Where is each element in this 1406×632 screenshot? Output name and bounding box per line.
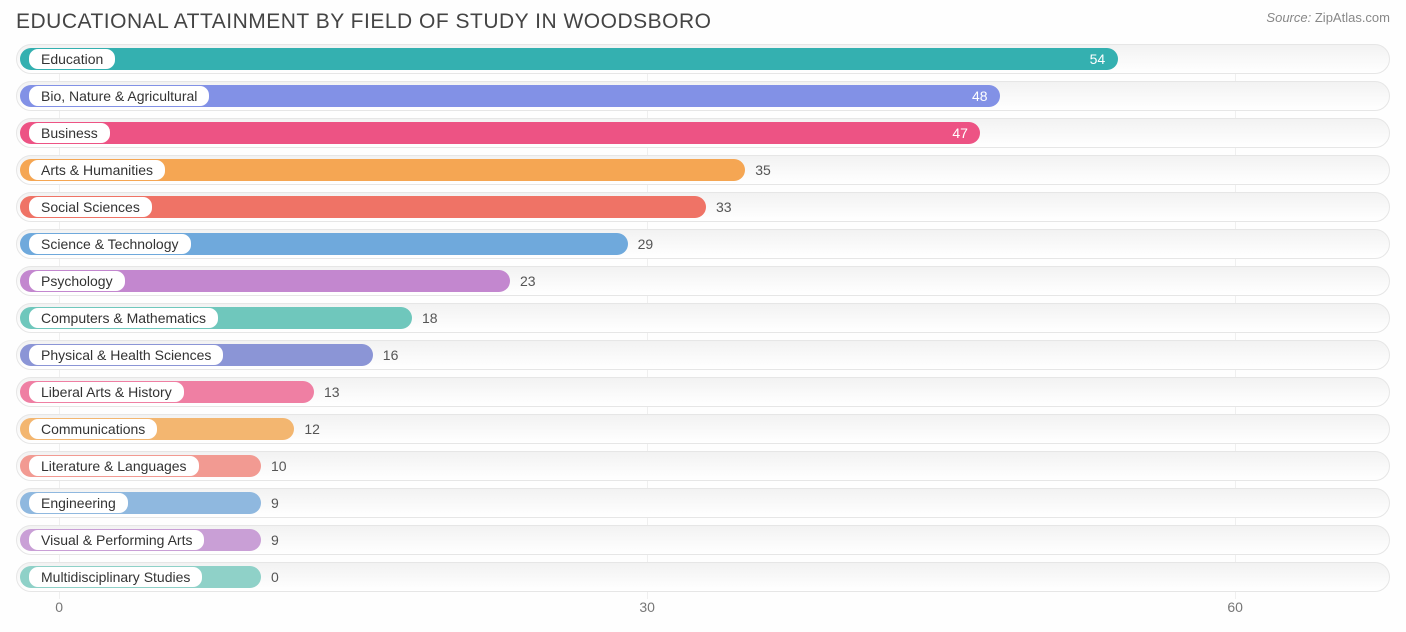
category-label: Psychology [28,270,126,292]
header: EDUCATIONAL ATTAINMENT BY FIELD OF STUDY… [16,10,1390,34]
bar-row: Business 47 [16,118,1390,148]
bar-fill [20,122,980,144]
source-label: Source: [1266,10,1311,25]
bar-row: Bio, Nature & Agricultural 48 [16,81,1390,111]
category-label: Bio, Nature & Agricultural [28,85,210,107]
category-label: Business [28,122,111,144]
x-axis: 0 30 60 [16,599,1390,629]
value-label: 23 [520,273,536,289]
value-label: 16 [383,347,399,363]
bar-row: Arts & Humanities 35 [16,155,1390,185]
x-tick-label: 30 [639,599,655,615]
chart-rows: Education54Bio, Nature & Agricultural48B… [16,44,1390,592]
bar-row: Multidisciplinary Studies 0 [16,562,1390,592]
x-tick-label: 0 [55,599,63,615]
chart-title: EDUCATIONAL ATTAINMENT BY FIELD OF STUDY… [16,10,711,34]
category-label: Literature & Languages [28,455,200,477]
value-label: 9 [271,495,279,511]
category-label: Communications [28,418,158,440]
value-label: 12 [304,421,320,437]
bar-row: Science & Technology 29 [16,229,1390,259]
bar-row: Education 54 [16,44,1390,74]
category-label: Education [28,48,116,70]
value-label: 0 [271,569,279,585]
bar-fill [20,48,1118,70]
bar-row: Physical & Health Sciences 16 [16,340,1390,370]
category-label: Computers & Mathematics [28,307,219,329]
bar-row: Literature & Languages 10 [16,451,1390,481]
bar-row: Visual & Performing Arts 9 [16,525,1390,555]
value-label: 13 [324,384,340,400]
category-label: Liberal Arts & History [28,381,185,403]
value-label: 29 [638,236,654,252]
value-label: 33 [716,199,732,215]
category-label: Visual & Performing Arts [28,529,205,551]
category-label: Multidisciplinary Studies [28,566,203,588]
value-label: 9 [271,532,279,548]
source-value: ZipAtlas.com [1315,10,1390,25]
bar-row: Computers & Mathematics 18 [16,303,1390,333]
bar-row: Engineering 9 [16,488,1390,518]
value-label: 54 [1090,51,1106,67]
chart-area: Education54Bio, Nature & Agricultural48B… [16,44,1390,629]
category-label: Physical & Health Sciences [28,344,224,366]
value-label: 47 [952,125,968,141]
category-label: Social Sciences [28,196,153,218]
category-label: Arts & Humanities [28,159,166,181]
chart-container: EDUCATIONAL ATTAINMENT BY FIELD OF STUDY… [0,0,1406,632]
category-label: Science & Technology [28,233,192,255]
value-label: 18 [422,310,438,326]
value-label: 10 [271,458,287,474]
category-label: Engineering [28,492,129,514]
bar-row: Psychology 23 [16,266,1390,296]
value-label: 48 [972,88,988,104]
source-attribution: Source: ZipAtlas.com [1266,10,1390,25]
value-label: 35 [755,162,771,178]
bar-row: Liberal Arts & History 13 [16,377,1390,407]
bar-row: Social Sciences 33 [16,192,1390,222]
x-tick-label: 60 [1227,599,1243,615]
bar-row: Communications 12 [16,414,1390,444]
